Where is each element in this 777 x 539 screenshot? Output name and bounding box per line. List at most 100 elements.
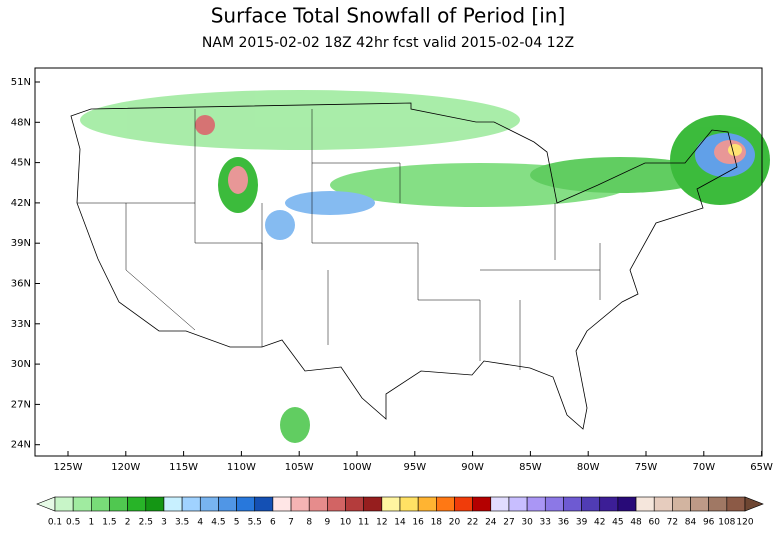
lat-label: 36N [11,279,31,290]
colorbar-box [544,496,564,512]
colorbar-box [581,496,601,512]
colorbar-box [526,496,546,512]
lon-label: 85W [519,462,542,473]
colorbar-box [635,496,655,512]
colorbar-box [72,496,92,512]
colorbar-box [599,496,619,512]
lat-label: 33N [11,319,31,330]
snow-field [728,144,742,156]
lat-label: 48N [11,117,31,128]
axis-labels: 51N 48N 45N 42N 39N 36N 33N 30N 27N 24N 125W 120W 11… [11,77,773,473]
lon-label: 120W [111,462,140,473]
lon-label: 125W [54,462,83,473]
colorbar-box [272,496,292,512]
lat-label: 42N [11,198,31,209]
subtitle: NAM 2015-02-02 18Z 42hr fcst valid 2015-… [202,35,574,51]
snow-field [80,90,520,150]
colorbar-box [563,496,582,512]
colorbar-label: 9 [325,518,331,528]
colorbar-label: 8 [306,518,312,528]
colorbar-over [744,496,764,512]
colorbar-box [254,496,274,512]
colorbar-label: 30 [521,518,533,528]
colorbar-box [327,496,346,512]
colorbar-box [708,496,728,512]
colorbar-label: 42 [594,518,605,528]
colorbar-box [726,496,746,512]
lon-label: 90W [461,462,484,473]
colorbar-box [653,496,673,512]
colorbar-label: 16 [412,518,424,528]
colorbar-box [672,496,691,512]
lon-label: 115W [169,462,198,473]
colorbar-label: 96 [703,518,715,528]
colorbar-box [417,496,437,512]
colorbar-box [454,496,473,512]
colorbar-label: 0.1 [48,518,62,528]
colorbar-box [54,496,74,512]
map-frame [34,67,763,457]
colorbar-box [690,496,709,512]
colorbar: 0.1 0.5 1 1.5 2 2.5 3 3.5 4 4.5 5 5.5 6 7 8 9 10 11 12 14 16… [36,496,764,528]
colorbar-label: 33 [540,518,551,528]
colorbar-label: 0.5 [66,518,80,528]
colorbar-box [199,496,219,512]
colorbar-label: 5.5 [248,518,262,528]
snow-field [280,407,310,443]
colorbar-label: 5 [234,518,240,528]
lon-label: 105W [285,462,314,473]
colorbar-box [290,496,310,512]
lon-label: 70W [692,462,715,473]
lon-label: 80W [577,462,600,473]
lat-label: 30N [11,359,31,370]
colorbar-label: 60 [648,518,660,528]
colorbar-label: 3.5 [175,518,189,528]
colorbar-label: 2 [125,518,131,528]
colorbar-label: 10 [340,518,352,528]
title: Surface Total Snowfall of Period [in] [211,4,566,28]
snow-field [228,166,248,194]
colorbar-label: 18 [431,518,443,528]
colorbar-label: 72 [667,518,678,528]
lat-label: 45N [11,158,31,169]
colorbar-label: 36 [558,518,570,528]
colorbar-box [490,496,510,512]
lon-label: 75W [635,462,658,473]
map: 51N 48N 45N 42N 39N 36N 33N 30N 27N 24N 125W 120W 11… [11,67,773,473]
colorbar-under [36,496,56,512]
colorbar-label: 108 [718,518,735,528]
lat-label: 24N [11,440,31,451]
colorbar-label: 84 [685,518,697,528]
colorbar-label: 27 [503,518,514,528]
colorbar-label: 12 [376,518,387,528]
colorbar-label: 3 [161,518,167,528]
colorbar-box [236,496,256,512]
us-outline [70,102,738,430]
lon-label: 110W [227,462,256,473]
colorbar-label: 1.5 [102,518,116,528]
snow-field [285,191,375,215]
colorbar-label: 20 [449,518,461,528]
lat-label: 27N [11,399,31,410]
colorbar-label: 14 [394,518,406,528]
colorbar-box [399,496,419,512]
colorbar-box [472,496,492,512]
snow-field [265,210,295,240]
colorbar-label: 2.5 [139,518,153,528]
colorbar-label: 7 [288,518,294,528]
colorbar-box [345,496,364,512]
lat-label: 39N [11,238,31,249]
colorbar-label: 4.5 [211,518,225,528]
colorbar-box [363,496,383,512]
snow-fields [80,90,770,443]
colorbar-label: 11 [358,518,369,528]
state-lines [77,109,601,370]
colorbar-box [308,496,328,512]
colorbar-box [109,496,128,512]
colorbar-label: 120 [736,518,753,528]
colorbar-label: 6 [270,518,276,528]
colorbar-box [218,496,237,512]
colorbar-label: 22 [467,518,478,528]
colorbar-label: 4 [197,518,203,528]
